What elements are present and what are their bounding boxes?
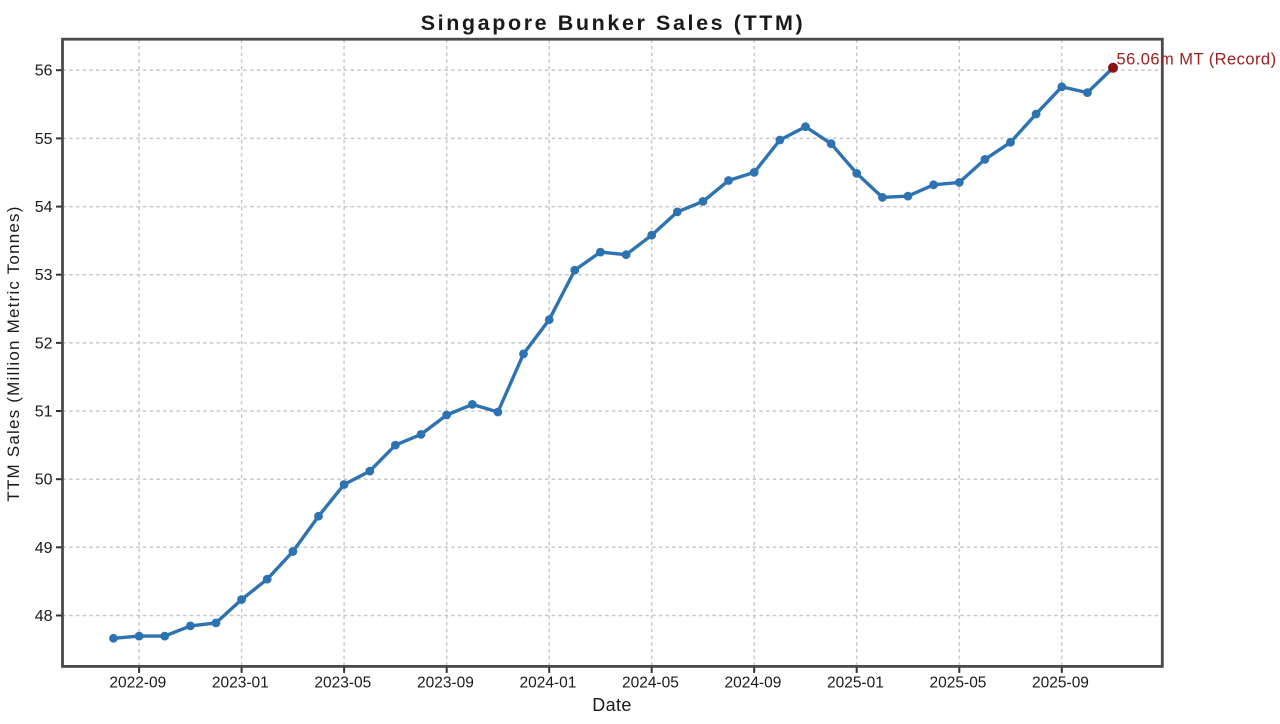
svg-text:49: 49 bbox=[35, 540, 53, 557]
svg-text:2024-05: 2024-05 bbox=[622, 675, 679, 692]
svg-text:TTM Sales (Million Metric Tonn: TTM Sales (Million Metric Tonnes) bbox=[4, 205, 23, 501]
svg-text:2023-01: 2023-01 bbox=[212, 675, 269, 692]
svg-text:56: 56 bbox=[35, 63, 53, 80]
svg-text:52: 52 bbox=[35, 335, 53, 352]
svg-text:Date: Date bbox=[592, 695, 632, 715]
svg-text:2022-09: 2022-09 bbox=[109, 675, 166, 692]
svg-text:48: 48 bbox=[35, 608, 53, 625]
svg-text:Singapore Bunker Sales (TTM): Singapore Bunker Sales (TTM) bbox=[421, 11, 806, 35]
svg-text:2025-09: 2025-09 bbox=[1032, 675, 1089, 692]
svg-text:50: 50 bbox=[35, 472, 53, 489]
svg-text:2024-09: 2024-09 bbox=[724, 675, 781, 692]
svg-text:2024-01: 2024-01 bbox=[519, 675, 576, 692]
svg-text:51: 51 bbox=[35, 404, 53, 421]
svg-text:2025-01: 2025-01 bbox=[827, 675, 884, 692]
svg-text:2023-05: 2023-05 bbox=[314, 675, 371, 692]
svg-text:53: 53 bbox=[35, 267, 53, 284]
svg-text:2023-09: 2023-09 bbox=[417, 675, 474, 692]
svg-text:55: 55 bbox=[35, 131, 53, 148]
svg-text:54: 54 bbox=[35, 199, 53, 216]
svg-text:2025-05: 2025-05 bbox=[930, 675, 987, 692]
svg-text:56.06m MT (Record): 56.06m MT (Record) bbox=[1117, 51, 1277, 69]
